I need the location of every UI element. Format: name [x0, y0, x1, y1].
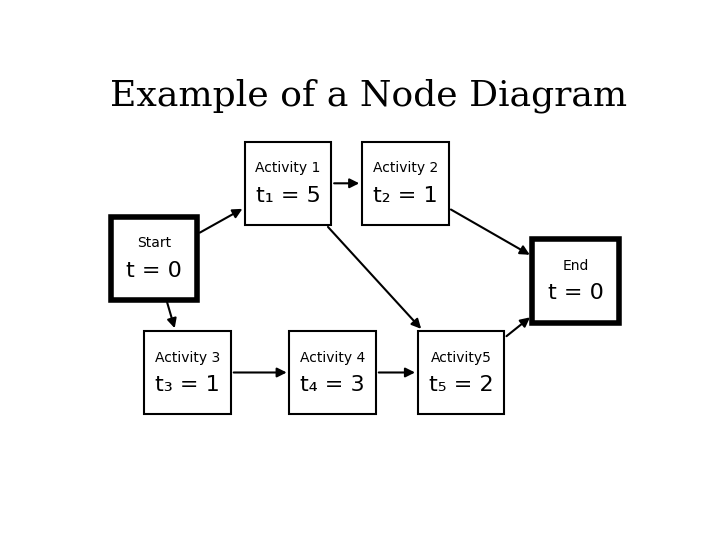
Text: Activity 3: Activity 3 [155, 350, 220, 365]
Text: t₅ = 2: t₅ = 2 [428, 375, 493, 395]
FancyBboxPatch shape [245, 141, 331, 225]
FancyBboxPatch shape [145, 331, 231, 414]
FancyBboxPatch shape [289, 331, 376, 414]
FancyBboxPatch shape [532, 239, 618, 322]
Text: t₄ = 3: t₄ = 3 [300, 375, 365, 395]
Text: t = 0: t = 0 [547, 284, 603, 303]
FancyBboxPatch shape [111, 217, 197, 300]
Text: Activity 4: Activity 4 [300, 350, 365, 365]
FancyBboxPatch shape [362, 141, 449, 225]
Text: End: End [562, 259, 589, 273]
Text: t₃ = 1: t₃ = 1 [156, 375, 220, 395]
Text: t₁ = 5: t₁ = 5 [256, 186, 320, 206]
Text: Example of a Node Diagram: Example of a Node Diagram [110, 79, 628, 113]
Text: t = 0: t = 0 [126, 261, 182, 281]
Text: Start: Start [137, 236, 171, 250]
Text: Activity 2: Activity 2 [373, 161, 438, 176]
Text: t₂ = 1: t₂ = 1 [373, 186, 438, 206]
Text: Activity5: Activity5 [431, 350, 492, 365]
Text: Activity 1: Activity 1 [256, 161, 321, 176]
FancyBboxPatch shape [418, 331, 504, 414]
